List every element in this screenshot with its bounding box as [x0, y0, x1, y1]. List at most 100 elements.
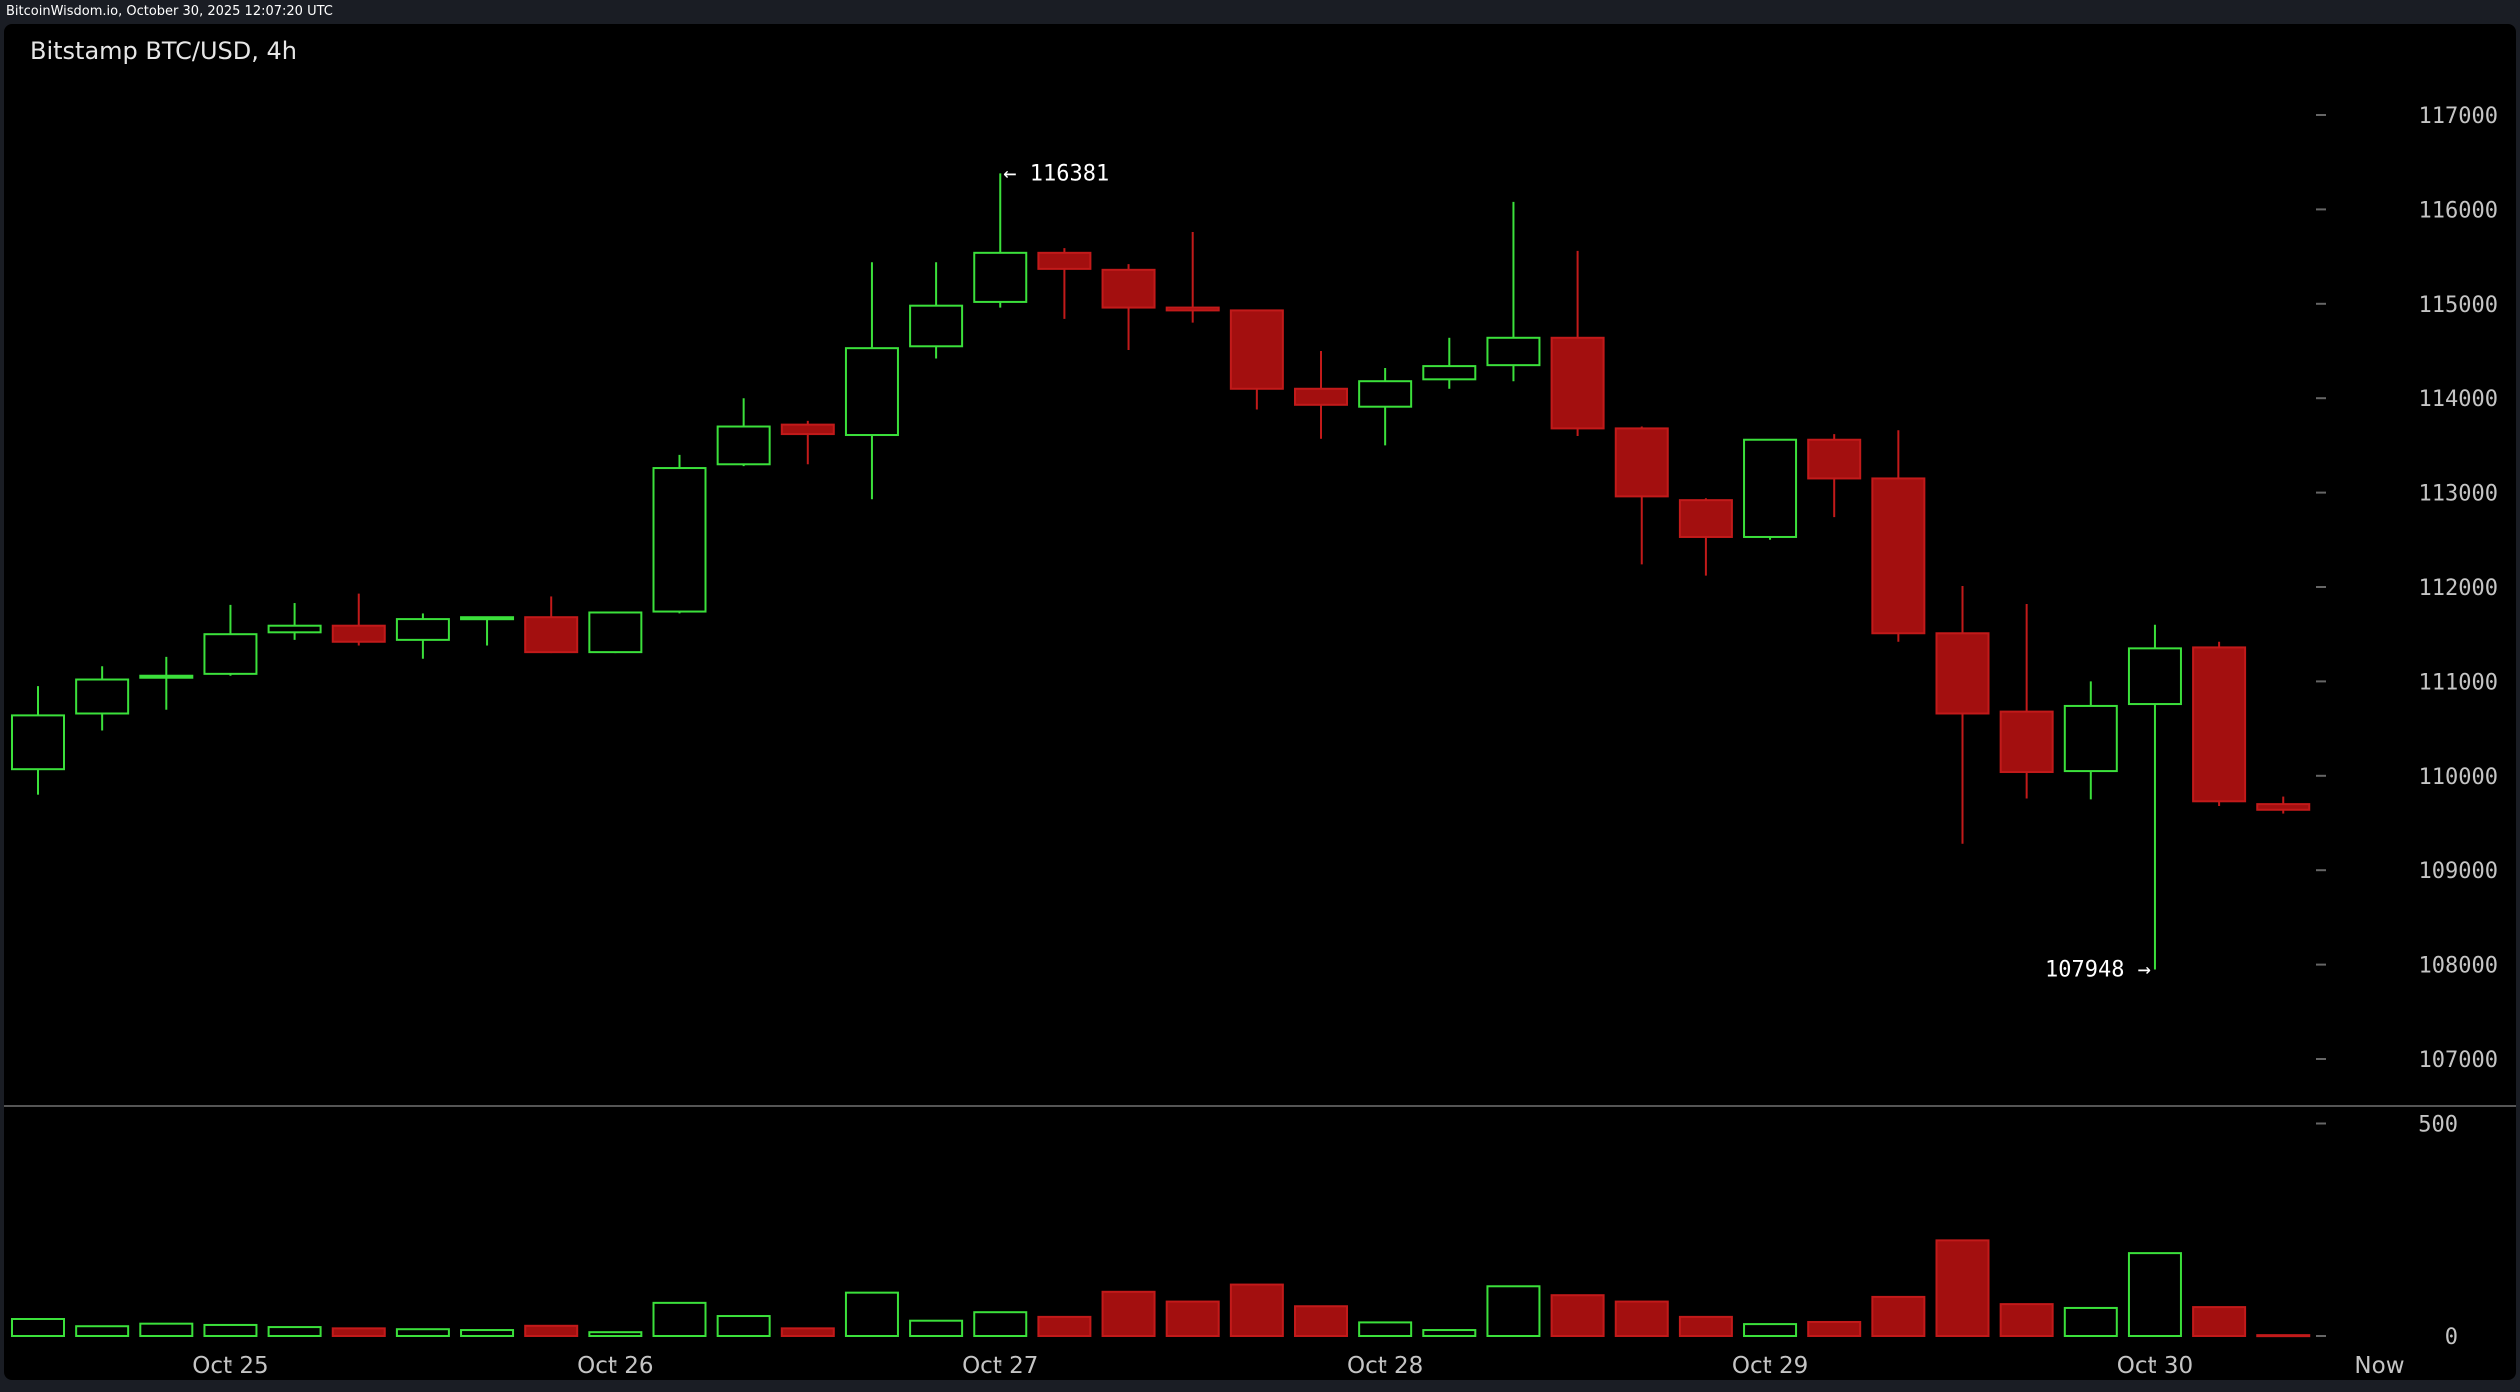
candle-body — [395, 618, 450, 641]
volume-bar — [524, 1324, 579, 1338]
price-extreme-annotation: ← 116381 — [1003, 161, 1109, 186]
volume-bar — [1999, 1303, 2054, 1337]
volume-bar — [780, 1327, 835, 1337]
candle-body — [75, 678, 130, 715]
volume-bar — [139, 1322, 194, 1338]
candle-body — [460, 616, 515, 621]
price-tick-label: 116000 — [2419, 198, 2498, 223]
volume-bar — [909, 1319, 964, 1337]
candlestick-chart[interactable]: Bitstamp BTC/USD, 4h 1170001160001150001… — [4, 24, 2516, 1380]
volume-bar — [11, 1318, 65, 1337]
volume-bar — [1101, 1290, 1156, 1338]
volume-bar — [1550, 1294, 1605, 1337]
volume-bar — [973, 1311, 1028, 1337]
candle-body — [2063, 704, 2118, 773]
volume-bar — [395, 1328, 450, 1337]
price-tick-label: 112000 — [2419, 576, 2498, 601]
volume-bar — [460, 1329, 515, 1338]
candle-body — [1486, 336, 1541, 367]
volume-bar — [1229, 1283, 1284, 1337]
volume-bars — [11, 1239, 2311, 1338]
price-tick-label: 108000 — [2419, 954, 2498, 979]
price-annotations: ← 116381 107948 → — [1003, 161, 2151, 982]
time-axis: Oct 25 Oct 26 Oct 27 Oct 28 Oct 29 Oct 30 Now — [192, 1353, 2404, 1379]
candle-body — [1614, 427, 1669, 498]
volume-axis: 500 0 — [2316, 1113, 2458, 1350]
date-label: Oct 28 — [1347, 1353, 1423, 1379]
volume-bar — [2063, 1306, 2118, 1337]
candle-body — [524, 616, 579, 654]
candle-body — [1101, 268, 1156, 309]
candle-body — [1358, 380, 1413, 408]
volume-bar — [2127, 1252, 2182, 1337]
date-label: Oct 26 — [577, 1353, 653, 1379]
volume-bar — [1165, 1300, 1220, 1337]
volume-tick-label: 0 — [2445, 1325, 2458, 1350]
date-label: Oct 29 — [1732, 1353, 1808, 1379]
candle-body — [652, 467, 707, 613]
volume-bar — [1422, 1329, 1477, 1338]
volume-bar — [1294, 1305, 1348, 1337]
volume-bar — [2256, 1334, 2311, 1338]
price-tick-label: 114000 — [2419, 387, 2498, 412]
volume-bar — [1486, 1285, 1541, 1338]
volume-bar — [1935, 1239, 1990, 1337]
date-label: Oct 25 — [192, 1353, 268, 1379]
top-bar: BitcoinWisdom.io, October 30, 2025 12:07… — [0, 0, 2520, 24]
candle-body — [1807, 438, 1862, 480]
price-tick-label: 117000 — [2419, 104, 2498, 129]
volume-bar — [1678, 1315, 1733, 1337]
price-tick-label: 110000 — [2419, 765, 2498, 790]
price-tick-label: 113000 — [2419, 482, 2498, 507]
candle-body — [973, 251, 1028, 303]
candle-body — [716, 425, 771, 466]
volume-bar — [652, 1301, 707, 1337]
candle-body — [1743, 438, 1798, 538]
candle-body — [11, 714, 65, 771]
candle-body — [139, 674, 194, 679]
candle-body — [1935, 632, 1990, 715]
volume-bar — [716, 1315, 771, 1338]
volume-bar — [1358, 1321, 1413, 1338]
volume-bar — [1614, 1300, 1669, 1337]
volume-tick-label: 500 — [2418, 1113, 2458, 1138]
volume-bar — [1037, 1315, 1092, 1337]
candle-body — [844, 347, 899, 437]
candle-body — [2256, 803, 2311, 811]
date-label: Oct 27 — [962, 1353, 1038, 1379]
chart-panel[interactable]: Bitstamp BTC/USD, 4h 117000 116000 115000 1… — [4, 24, 2516, 1380]
chart-title: Bitstamp BTC/USD, 4h — [30, 37, 297, 65]
price-axis: 117000 116000 115000 114000 113000 112000 1110… — [2316, 104, 2498, 1073]
price-tick-label: 107000 — [2419, 1048, 2498, 1073]
price-tick-label: 115000 — [2419, 293, 2498, 318]
volume-bar — [267, 1326, 322, 1337]
candle-body — [1871, 477, 1926, 635]
candle-body — [331, 624, 386, 643]
candle-body — [1294, 387, 1348, 406]
candle-body — [909, 304, 964, 348]
candle-body — [588, 611, 643, 654]
candle-body — [1037, 251, 1092, 270]
candle-body — [203, 633, 258, 675]
date-label: Oct 30 — [2117, 1353, 2193, 1379]
candles — [11, 173, 2311, 970]
volume-bar — [203, 1323, 258, 1337]
date-label: Now — [2354, 1353, 2404, 1379]
candle-body — [1165, 306, 1220, 312]
candle-body — [1678, 499, 1733, 538]
volume-bar — [1871, 1295, 1926, 1338]
candle-body — [780, 423, 835, 436]
candle-body — [267, 624, 322, 634]
volume-bar — [2192, 1306, 2247, 1337]
price-extreme-annotation: 107948 → — [2045, 958, 2151, 983]
volume-bar — [331, 1327, 386, 1337]
candle-body — [2192, 646, 2247, 803]
site-caption: BitcoinWisdom.io, October 30, 2025 12:07… — [6, 4, 333, 19]
volume-bar — [1807, 1320, 1862, 1337]
volume-bar — [75, 1325, 130, 1337]
candle-body — [1422, 365, 1477, 381]
volume-bar — [588, 1331, 643, 1338]
price-tick-label: 111000 — [2419, 670, 2498, 695]
candle-body — [1999, 710, 2054, 774]
volume-bar — [1743, 1323, 1798, 1337]
